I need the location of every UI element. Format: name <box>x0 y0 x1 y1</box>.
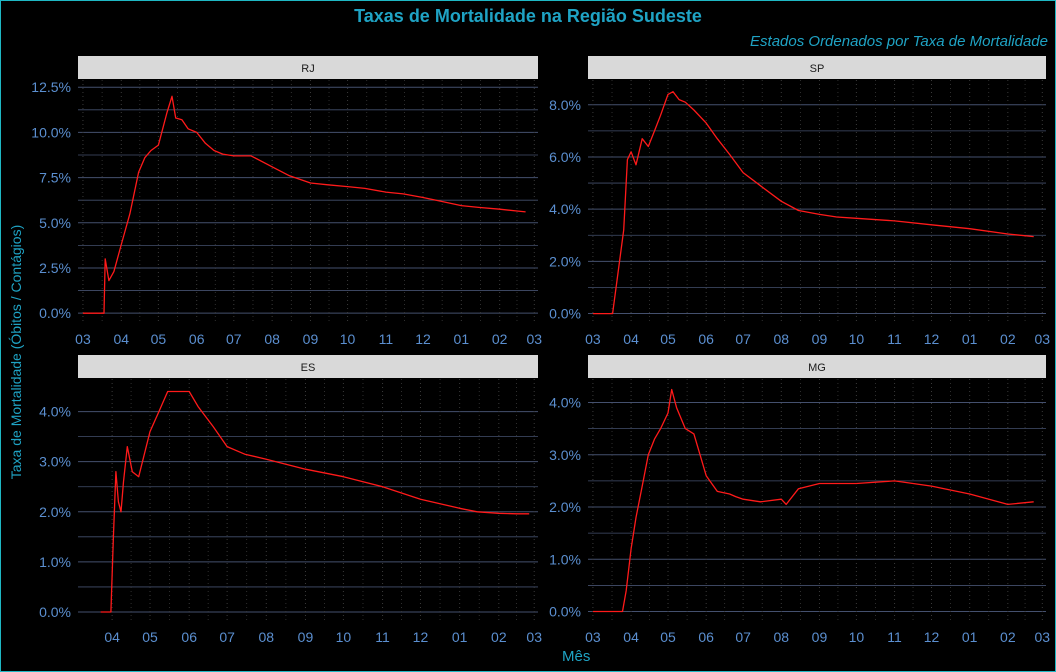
x-tick-label: 01 <box>452 629 468 645</box>
facet-strip-label: RJ <box>301 63 314 75</box>
chart-title: Taxas de Mortalidade na Região Sudeste <box>354 6 702 26</box>
x-tick-label: 11 <box>379 331 394 347</box>
x-tick-label: 11 <box>887 331 902 347</box>
facet-strip <box>78 355 538 378</box>
facet-strip-label: MG <box>808 362 826 374</box>
y-tick-label: 6.0% <box>549 149 581 165</box>
y-tick-label: 5.0% <box>39 215 71 231</box>
panel-sp: SP 0.0% 2.0% 4.0% 6.0% 8.0% 03 04 05 06 07 08 09 10 11… <box>549 56 1050 347</box>
x-tick-label: 02 <box>492 331 508 347</box>
y-tick-label: 0.0% <box>39 305 71 321</box>
x-tick-label: 04 <box>623 331 639 347</box>
x-tick-label: 09 <box>303 331 319 347</box>
x-tick-label: 08 <box>264 331 280 347</box>
x-tick-label: 12 <box>415 331 431 347</box>
x-tick-label: 11 <box>375 629 390 645</box>
y-tick-label: 4.0% <box>39 404 71 420</box>
x-tick-label: 03 <box>1035 331 1051 347</box>
panel-es: ES 0.0% 1.0% 2.0% 3.0% 4.0% 04 05 06 07 08 09 10 11 12… <box>39 355 542 645</box>
y-tick-label: 2.0% <box>39 504 71 520</box>
y-tick-label: 0.0% <box>549 604 581 620</box>
x-tick-label: 03 <box>526 629 542 645</box>
y-tick-label: 10.0% <box>31 124 71 140</box>
x-tick-label: 05 <box>660 629 676 645</box>
x-tick-label: 01 <box>454 331 470 347</box>
x-tick-label: 09 <box>812 331 828 347</box>
chart-subtitle: Estados Ordenados por Taxa de Mortalidad… <box>750 33 1048 50</box>
x-tick-label: 08 <box>259 629 275 645</box>
y-tick-label: 1.0% <box>39 554 71 570</box>
x-tick-label: 07 <box>226 331 242 347</box>
x-tick-label: 05 <box>142 629 158 645</box>
panel-rj: RJ 0.0% 2.5% 5.0% 7.5% 10.0% 12.5% 03 04 05 06 07 08… <box>31 56 542 347</box>
x-tick-label: 07 <box>219 629 235 645</box>
x-tick-label: 07 <box>735 331 751 347</box>
y-tick-label: 0.0% <box>39 604 71 620</box>
x-tick-label: 05 <box>151 331 167 347</box>
x-tick-label: 03 <box>527 331 543 347</box>
series-line-sp <box>592 91 1034 315</box>
y-tick-label: 3.0% <box>549 447 581 463</box>
x-tick-label: 12 <box>924 331 940 347</box>
y-tick-label: 4.0% <box>549 395 581 411</box>
x-tick-label: 04 <box>104 629 120 645</box>
x-tick-label: 09 <box>812 629 828 645</box>
series-line-es <box>100 390 530 613</box>
y-tick-label: 4.0% <box>549 201 581 217</box>
y-tick-label: 7.5% <box>39 170 71 186</box>
x-tick-label: 07 <box>735 629 751 645</box>
x-tick-label: 02 <box>491 629 507 645</box>
x-tick-label: 09 <box>298 629 314 645</box>
y-tick-label: 12.5% <box>31 79 71 95</box>
x-tick-label: 10 <box>849 331 865 347</box>
x-tick-label: 05 <box>660 331 676 347</box>
x-tick-label: 06 <box>181 629 197 645</box>
x-tick-label: 08 <box>774 629 790 645</box>
facet-strip-label: SP <box>810 63 825 75</box>
x-tick-label: 06 <box>698 331 714 347</box>
x-tick-label: 02 <box>1000 331 1016 347</box>
x-tick-label: 06 <box>189 331 205 347</box>
x-tick-label: 04 <box>113 331 129 347</box>
facet-strip <box>588 56 1046 79</box>
x-tick-label: 03 <box>585 629 601 645</box>
x-tick-label: 03 <box>75 331 91 347</box>
panel-mg: MG 0.0% 1.0% 2.0% 3.0% 4.0% 03 04 05 06 07 08 09 10 11… <box>549 355 1050 645</box>
x-tick-label: 12 <box>413 629 429 645</box>
x-tick-label: 02 <box>1000 629 1016 645</box>
x-tick-label: 12 <box>924 629 940 645</box>
x-tick-label: 01 <box>962 331 978 347</box>
x-tick-label: 10 <box>849 629 865 645</box>
facet-strip-label: ES <box>301 362 316 374</box>
x-tick-label: 08 <box>774 331 790 347</box>
facet-strip <box>588 355 1046 378</box>
facet-strip <box>78 56 538 79</box>
series-line-rj <box>82 95 526 314</box>
x-tick-label: 04 <box>623 629 639 645</box>
x-tick-label: 01 <box>962 629 978 645</box>
y-tick-label: 8.0% <box>549 97 581 113</box>
x-axis-label: Mês <box>562 648 591 665</box>
series-line-mg <box>592 388 1034 613</box>
x-tick-label: 10 <box>336 629 352 645</box>
x-tick-label: 10 <box>340 331 356 347</box>
y-tick-label: 1.0% <box>549 551 581 567</box>
x-tick-label: 11 <box>887 629 902 645</box>
x-tick-label: 06 <box>698 629 714 645</box>
y-tick-label: 2.0% <box>549 253 581 269</box>
y-tick-label: 3.0% <box>39 454 71 470</box>
x-tick-label: 03 <box>1035 629 1051 645</box>
y-tick-label: 0.0% <box>549 306 581 322</box>
y-tick-label: 2.5% <box>39 260 71 276</box>
y-tick-label: 2.0% <box>549 499 581 515</box>
x-tick-label: 03 <box>585 331 601 347</box>
